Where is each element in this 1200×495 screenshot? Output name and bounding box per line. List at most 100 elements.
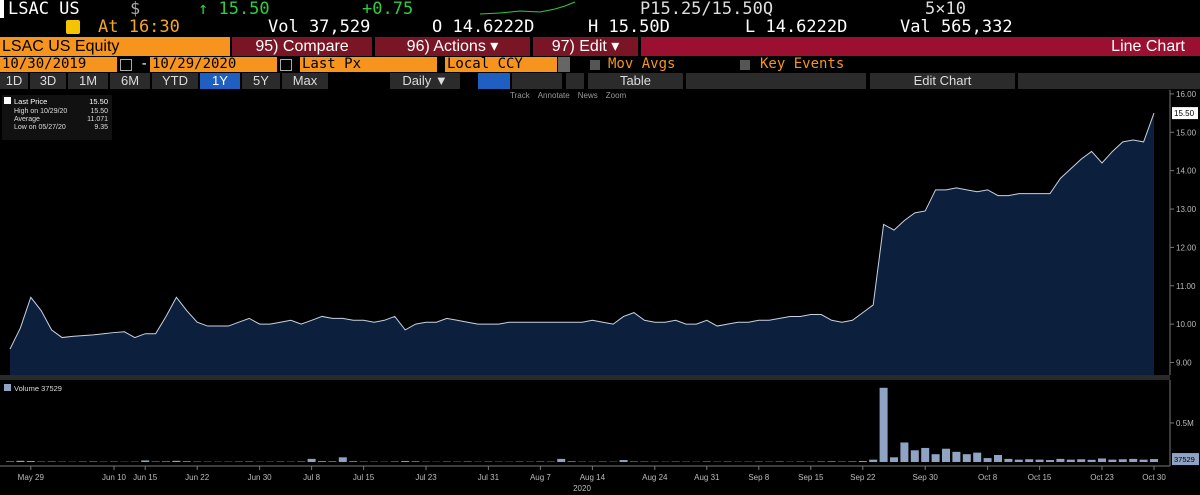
volume-bar: [401, 461, 410, 462]
volume-bar: [1025, 459, 1034, 462]
mov-avgs[interactable]: Mov Avgs: [608, 56, 676, 72]
volume-bar: [910, 450, 919, 462]
quote-time: At 16:30: [98, 17, 180, 37]
settings-button[interactable]: [1018, 73, 1200, 89]
volume-bar: [328, 461, 337, 462]
x-tick-label: Jun 10: [102, 473, 127, 482]
bid-ask-size: 5×10: [925, 0, 966, 19]
price-field[interactable]: Last Px: [300, 57, 437, 72]
last-volume-tag-label: 37529: [1174, 455, 1195, 464]
sparkline: [479, 1, 576, 15]
chart-tool[interactable]: Zoom: [605, 91, 627, 100]
period-button[interactable]: 1Y: [200, 73, 240, 89]
key-events[interactable]: Key Events: [760, 56, 845, 72]
volume-bar: [141, 460, 150, 462]
end-date[interactable]: 10/29/2020: [150, 57, 277, 72]
chart-tool[interactable]: Track: [510, 91, 530, 100]
y-tick-label: 12.00: [1176, 243, 1197, 252]
legend-label: High on 10/29/20: [14, 108, 67, 115]
x-tick-label: Jun 22: [185, 473, 210, 482]
legend-value: 15.50: [90, 108, 108, 115]
volume-bar: [921, 447, 930, 462]
x-tick-label: Aug 14: [580, 473, 606, 482]
volume-bar: [879, 387, 888, 462]
last-price-tag: [1172, 107, 1198, 120]
x-tick-label: Oct 23: [1090, 473, 1114, 482]
volume-bar: [1118, 459, 1127, 462]
volume-bar: [349, 461, 358, 462]
volume-bar: [890, 457, 898, 462]
volume-bar: [973, 452, 982, 462]
x-tick-label: Oct 8: [978, 473, 998, 482]
y-tick-label: 11.00: [1176, 282, 1196, 291]
volume-bar: [994, 454, 1002, 462]
low: L 14.6222D: [745, 17, 848, 37]
legend-value: 15.50: [89, 97, 108, 106]
frequency[interactable]: Daily ▼: [390, 73, 460, 89]
period-button[interactable]: 5Y: [242, 73, 280, 89]
last-price-tag-label: 15.50: [1174, 109, 1195, 118]
period-button[interactable]: Max: [282, 73, 328, 89]
collapse-button[interactable]: [686, 73, 866, 89]
calendar-icon[interactable]: [280, 59, 292, 71]
currency-field[interactable]: Local CCY: [445, 57, 557, 72]
volume-bar: [619, 460, 628, 462]
x-tick-label: Sep 30: [913, 473, 939, 482]
legend-label: Average: [14, 116, 40, 123]
volume-bar: [307, 458, 316, 462]
x-tick-label: Jul 15: [353, 473, 375, 482]
volume-bar: [338, 457, 347, 462]
period-button[interactable]: 1M: [68, 73, 108, 89]
period-button[interactable]: 1D: [0, 73, 28, 89]
volume-bar: [931, 454, 940, 462]
actions-menu[interactable]: 96) Actions ▾: [375, 37, 530, 56]
volume-bar: [1108, 459, 1117, 462]
clock-icon: [66, 20, 80, 34]
chart-tool[interactable]: News: [577, 91, 598, 100]
edit-menu[interactable]: 97) Edit ▾: [533, 37, 638, 56]
x-tick-label: Jun 30: [248, 473, 273, 482]
volume-bar: [1014, 459, 1023, 462]
compare-menu[interactable]: 95) Compare: [232, 37, 372, 56]
period-button[interactable]: 3D: [30, 73, 66, 89]
x-tick-label: Oct 15: [1028, 473, 1052, 482]
dropdown-button[interactable]: [566, 73, 584, 89]
volume-bar: [1139, 459, 1148, 462]
y-tick-label: 9.00: [1176, 358, 1192, 367]
volume-bar: [1035, 459, 1044, 462]
table-button[interactable]: Table: [588, 73, 683, 89]
volume-bar: [162, 461, 170, 462]
chart-tool[interactable]: Annotate: [537, 91, 570, 100]
volume-bar: [411, 461, 420, 462]
chart-tools: Track Annotate News Zoom: [510, 91, 634, 100]
volume-bar: [172, 460, 181, 462]
volume-bar: [858, 461, 867, 462]
volume-bar: [942, 448, 950, 462]
volume-bar: [1098, 458, 1106, 462]
checkbox[interactable]: [740, 60, 750, 70]
legend-label: Last Price: [14, 97, 47, 106]
checkbox[interactable]: [590, 60, 600, 70]
style-button[interactable]: [512, 73, 562, 89]
x-tick-label: Jun 15: [133, 473, 158, 482]
value-traded: Val 565,332: [900, 17, 1013, 37]
volume-bar: [900, 442, 909, 462]
period-button[interactable]: 6M: [110, 73, 150, 89]
volume-bar: [318, 461, 326, 462]
line-style-button[interactable]: [478, 73, 510, 89]
security-field[interactable]: LSAC US Equity: [0, 37, 230, 56]
volume-bar: [869, 459, 878, 462]
period-button[interactable]: YTD: [152, 73, 198, 89]
dropdown-arrow[interactable]: [558, 57, 570, 72]
chart-type: Line Chart: [641, 37, 1200, 56]
volume-bar: [952, 451, 961, 462]
x-tick-label: Oct 30: [1142, 473, 1166, 482]
x-tick-label: Aug 24: [642, 473, 668, 482]
start-date[interactable]: 10/30/2019: [0, 57, 117, 72]
edit-chart-button[interactable]: Edit Chart: [870, 73, 1015, 89]
currency: $: [130, 0, 141, 19]
calendar-icon[interactable]: [120, 59, 132, 71]
volume-bar: [827, 461, 836, 462]
volume: Vol 37,529: [268, 17, 371, 37]
